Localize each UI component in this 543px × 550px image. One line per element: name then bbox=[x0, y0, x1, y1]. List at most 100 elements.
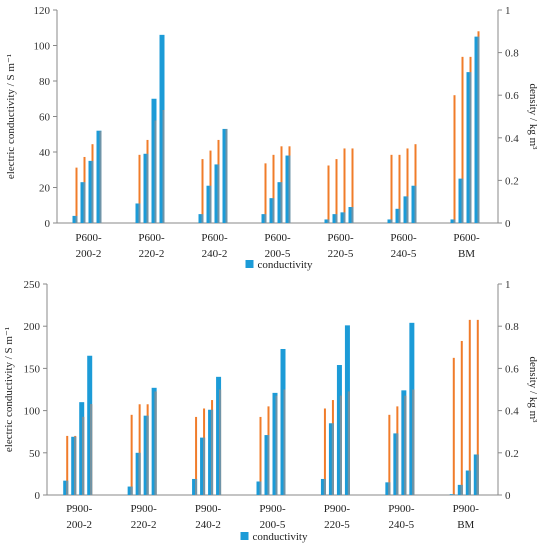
overlap-segment bbox=[477, 36, 480, 223]
overlap-segment bbox=[461, 178, 464, 223]
conductivity-bar bbox=[457, 484, 463, 495]
overlap-segment bbox=[154, 120, 157, 223]
conductivity-bar bbox=[332, 214, 338, 223]
conductivity-bar bbox=[143, 153, 149, 223]
legend-label: conductivity bbox=[253, 531, 308, 543]
overlap-segment bbox=[146, 153, 149, 223]
category-label-line1: P900- bbox=[131, 503, 158, 515]
overlap-segment bbox=[453, 219, 456, 223]
y-tick-label: 250 bbox=[24, 279, 41, 291]
density-bar bbox=[75, 167, 78, 223]
y-tick-label: 100 bbox=[24, 406, 41, 418]
category-label-line1: P900- bbox=[195, 503, 222, 515]
overlap-segment bbox=[138, 203, 141, 223]
y-tick-label: 0 bbox=[45, 218, 51, 230]
density-bar bbox=[272, 154, 275, 223]
density-bar bbox=[406, 148, 409, 223]
overlap-segment bbox=[351, 207, 354, 223]
overlap-segment bbox=[283, 389, 286, 495]
overlap-segment bbox=[327, 219, 330, 223]
category-label-line1: P600- bbox=[327, 232, 354, 244]
conductivity-bar bbox=[401, 390, 407, 495]
density-bar bbox=[388, 414, 391, 495]
density-bar bbox=[195, 416, 198, 495]
y2-tick-label: 0.6 bbox=[505, 363, 519, 375]
category-label-line2: 240-5 bbox=[389, 519, 415, 531]
conductivity-bar bbox=[63, 480, 69, 495]
overlap-segment bbox=[203, 437, 206, 495]
category-label-line1: P900- bbox=[453, 503, 480, 515]
density-bar bbox=[323, 408, 326, 495]
y-tick-label: 20 bbox=[39, 183, 51, 195]
overlap-segment bbox=[99, 131, 102, 223]
overlap-segment bbox=[390, 219, 393, 223]
overlap-segment bbox=[414, 185, 417, 223]
overlap-segment bbox=[476, 454, 479, 495]
conductivity-bar bbox=[403, 196, 409, 223]
category-label-line2: 240-2 bbox=[202, 248, 228, 260]
overlap-segment bbox=[267, 435, 270, 495]
y-tick-label: 0 bbox=[35, 490, 41, 502]
category-label-line1: P900- bbox=[388, 503, 415, 515]
conductivity-bar bbox=[474, 36, 480, 223]
conductivity-bar bbox=[269, 198, 275, 223]
conductivity-bar bbox=[348, 207, 354, 223]
conductivity-bar bbox=[328, 423, 334, 495]
overlap-segment bbox=[219, 389, 222, 495]
overlap-segment bbox=[288, 155, 291, 223]
density-bar bbox=[327, 165, 330, 223]
category-label-line2: 200-2 bbox=[66, 519, 92, 531]
conductivity-bar bbox=[344, 325, 350, 495]
y2-tick-label: 0.2 bbox=[505, 448, 519, 460]
category-label-line2: 220-5 bbox=[324, 519, 350, 531]
category-label-line1: P600- bbox=[201, 232, 228, 244]
conductivity-bar bbox=[261, 214, 267, 223]
y-tick-label: 80 bbox=[39, 76, 51, 88]
category-label-line1: P600- bbox=[138, 232, 165, 244]
y-tick-label: 120 bbox=[34, 5, 51, 17]
density-bar bbox=[351, 148, 354, 223]
density-bar bbox=[335, 159, 338, 223]
conductivity-bar bbox=[151, 387, 157, 495]
conductivity-bar bbox=[264, 435, 270, 495]
overlap-segment bbox=[130, 486, 133, 495]
conductivity-bar bbox=[135, 203, 141, 223]
conductivity-bar bbox=[208, 409, 214, 495]
density-bar bbox=[390, 154, 393, 223]
conductivity-bar bbox=[340, 212, 346, 223]
overlap-segment bbox=[469, 72, 472, 223]
density-bar bbox=[259, 416, 262, 495]
conductivity-bar bbox=[466, 72, 472, 223]
conductivity-bar bbox=[465, 470, 471, 495]
conductivity-bar bbox=[159, 34, 165, 223]
overlap-segment bbox=[91, 160, 94, 223]
y-tick-label: 50 bbox=[29, 448, 41, 460]
overlap-segment bbox=[331, 423, 334, 495]
conductivity-bar bbox=[256, 481, 262, 495]
conductivity-bar bbox=[214, 164, 220, 223]
density-bar bbox=[414, 144, 417, 223]
conductivity-bar bbox=[411, 185, 417, 223]
category-label-line1: P600- bbox=[390, 232, 417, 244]
conductivity-bar bbox=[198, 214, 204, 223]
conductivity-bar bbox=[458, 178, 464, 223]
conductivity-bar bbox=[192, 478, 198, 495]
conductivity-bar bbox=[277, 182, 283, 223]
conductivity-bar bbox=[393, 433, 399, 495]
category-label-line2: BM bbox=[458, 248, 475, 260]
y2-axis-title: density / kg m³ bbox=[527, 84, 539, 151]
conductivity-bar bbox=[395, 208, 401, 223]
conductivity-bar bbox=[473, 454, 479, 495]
conductivity-bar bbox=[151, 98, 157, 223]
overlap-segment bbox=[452, 494, 455, 495]
conductivity-bar bbox=[80, 182, 86, 223]
conductivity-bar bbox=[449, 494, 455, 495]
conductivity-bar bbox=[324, 219, 330, 223]
overlap-segment bbox=[162, 110, 165, 223]
conductivity-bar bbox=[320, 478, 326, 495]
overlap-segment bbox=[323, 478, 326, 495]
overlap-segment bbox=[66, 480, 69, 495]
density-bar bbox=[460, 340, 463, 495]
overlap-segment bbox=[217, 164, 220, 223]
y2-tick-label: 0.4 bbox=[505, 406, 519, 418]
